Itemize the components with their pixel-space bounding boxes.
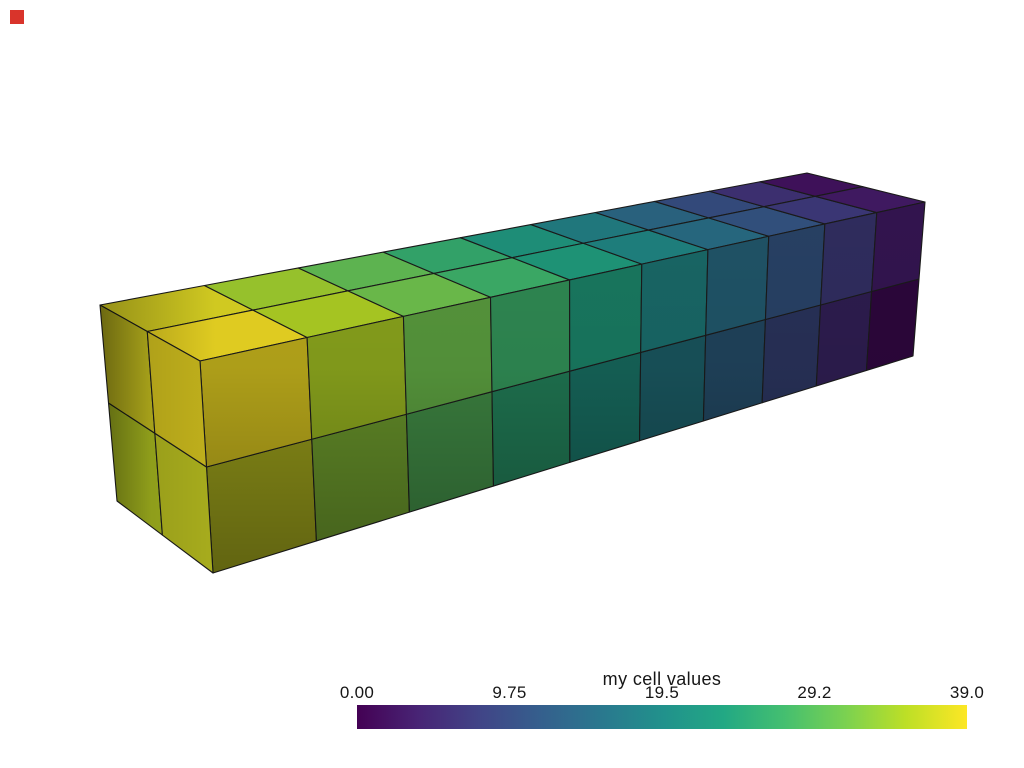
colorbar-ticks: 0.00 9.75 19.5 29.2 39.0 [340, 683, 984, 702]
colorbar-title: my cell values [602, 669, 722, 689]
colorbar-tick-label: 0.00 [339, 683, 375, 702]
red-marker [10, 10, 24, 24]
colorbar-tick-label: 9.75 [492, 683, 527, 702]
colorbar-tick-label: 19.5 [644, 683, 680, 702]
top-face-shading [100, 173, 925, 361]
colorbar-tick-label: 39.0 [949, 683, 985, 702]
front-face-shading [200, 202, 925, 573]
end-face-shading [100, 305, 213, 573]
colorbar-tick-label: 29.2 [797, 683, 832, 702]
colorbar-gradient [357, 705, 967, 729]
